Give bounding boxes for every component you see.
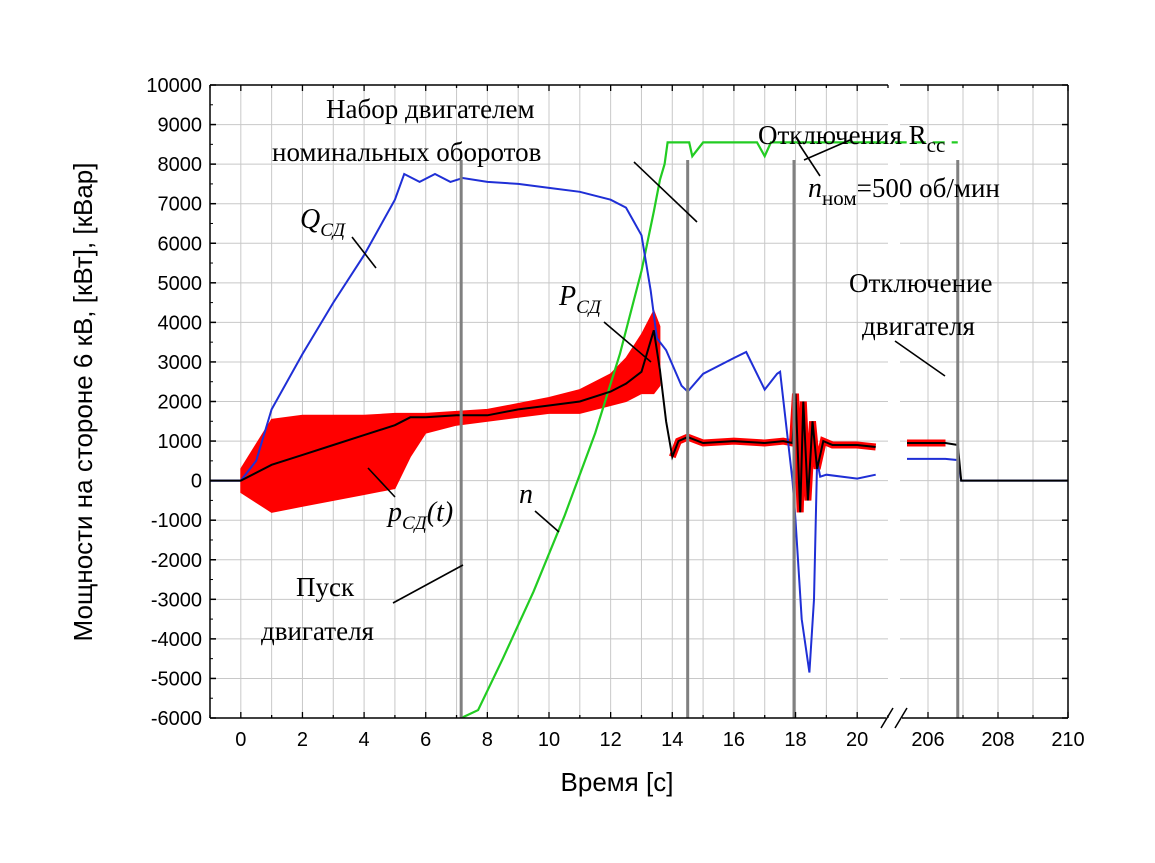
y-axis-title: Мощности на стороне 6 кВ, [кВт], [кВар]: [68, 163, 98, 642]
x-tick-label: 16: [723, 729, 745, 751]
y-tick-label: 1000: [158, 431, 203, 453]
y-tick-label: 9000: [158, 115, 203, 137]
y-tick-label: -5000: [151, 668, 202, 690]
y-tick-label: 3000: [158, 352, 203, 374]
y-tick-label: 0: [191, 471, 202, 493]
annotation-p-sd-sub: СД: [576, 297, 602, 318]
leader-q-sd: [351, 236, 377, 269]
plot-area: [210, 141, 1068, 718]
annotation-n-nom-sub: ном: [822, 186, 857, 210]
annotation-n-nom-value: =500 об/мин: [857, 173, 1000, 203]
x-tick-label: 20: [846, 729, 868, 751]
annotation-p-sd: PСД: [558, 281, 602, 318]
axis-break-mark: [880, 707, 894, 729]
y-tick-label: -3000: [151, 589, 202, 611]
leader-lines: [351, 139, 946, 604]
series-q-sd: [210, 172, 876, 673]
x-axis-title: Время [с]: [561, 767, 674, 797]
annotation-rcc-off-sub: сс: [927, 133, 946, 157]
y-tick-label: -6000: [151, 708, 202, 730]
y-tick-label: 4000: [158, 312, 203, 334]
annotation-q-sd-symbol: Q: [300, 204, 320, 235]
y-tick-label: 10000: [146, 75, 202, 97]
y-tick-label: 7000: [158, 194, 203, 216]
annotation-motor-off-1: Отключение: [849, 268, 992, 298]
x-tick-label: 8: [482, 729, 493, 751]
annotation-p-sd-t-symbol: p: [386, 497, 402, 528]
annotation-motor-off-2: двигателя: [862, 311, 975, 341]
y-tick-label: -1000: [151, 510, 202, 532]
annotation-rated-speed-1: Набор двигателем: [326, 94, 535, 124]
series-n: [460, 141, 876, 718]
y-tick-label: -4000: [151, 629, 202, 651]
series-p-sd-t-band: [240, 309, 661, 513]
x-tick-label: 206: [911, 729, 944, 751]
series-q-sd-right: [907, 457, 1068, 482]
annotation-n-nom: nном=500 об/мин: [808, 173, 1000, 210]
axis-break-mark: [894, 707, 908, 729]
x-tick-label: 2: [297, 729, 308, 751]
annotation-q-sd: QСД: [300, 204, 346, 241]
annotation-n: n: [519, 479, 533, 510]
annotation-n-nom-symbol: n: [808, 173, 822, 204]
y-tick-label: 6000: [158, 233, 203, 255]
x-tick-label: 4: [359, 729, 370, 751]
grid: [210, 85, 1068, 718]
series-p-sd-right: [907, 442, 1068, 482]
annotation-p-sd-symbol: P: [558, 281, 576, 312]
axes: -6000 -5000 -4000 -3000 -2000 -1000 0 1000 2000 3…: [146, 75, 1084, 751]
x-tick-label: 208: [981, 729, 1014, 751]
leader-p-sd: [603, 321, 652, 363]
annotation-p-sd-t-sub: СД: [402, 513, 428, 534]
x-tick-label: 14: [661, 729, 683, 751]
x-tick-label: 10: [538, 729, 560, 751]
series-p-sd: [210, 330, 876, 513]
annotation-start-2: двигателя: [261, 616, 374, 646]
x-tick-label: 210: [1051, 729, 1084, 751]
y-tick-label: 8000: [158, 154, 203, 176]
leader-n: [534, 510, 560, 533]
leader-rated-speed: [633, 161, 698, 223]
leader-rcc-off: [803, 139, 851, 161]
leader-n-nom: [798, 143, 821, 177]
x-tick-label: 6: [420, 729, 431, 751]
leader-motor-off: [894, 340, 946, 377]
x-tick-label: 0: [235, 729, 246, 751]
x-tick-label: 18: [784, 729, 806, 751]
x-tick-label: 12: [600, 729, 622, 751]
annotation-q-sd-sub: СД: [320, 220, 346, 241]
y-tick-label: -2000: [151, 550, 202, 572]
leader-start: [392, 564, 464, 604]
annotation-rcc-off: Отключения Rсс: [758, 120, 945, 157]
annotation-start-1: Пуск: [296, 572, 355, 602]
y-tick-label: 5000: [158, 273, 203, 295]
annotation-p-sd-t-tail: (t): [427, 497, 453, 528]
annotation-p-sd-t: pСД(t): [386, 497, 453, 534]
annotation-rcc-off-main: Отключения R: [758, 120, 927, 150]
y-tick-label: 2000: [158, 392, 203, 414]
leader-p-sd-t: [367, 467, 396, 498]
annotation-rated-speed-2: номинальных оборотов: [272, 137, 541, 167]
